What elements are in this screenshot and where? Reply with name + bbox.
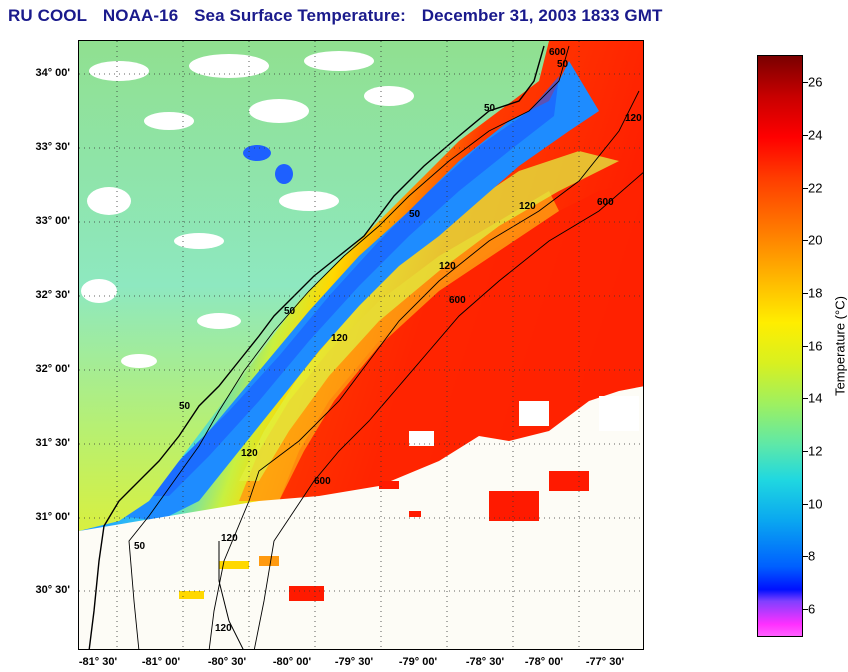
colorbar-tick: 14 bbox=[808, 390, 823, 406]
temperature-colorbar bbox=[757, 55, 803, 637]
colorbar-tick-mark bbox=[803, 135, 808, 136]
contour-label: 120 bbox=[221, 533, 238, 544]
colorbar-tick-mark bbox=[803, 240, 808, 241]
isobath-50 bbox=[128, 45, 570, 649]
colorbar-tick-mark bbox=[803, 451, 808, 452]
contour-label: 50 bbox=[557, 59, 569, 70]
lat-label: 30° 30' bbox=[35, 584, 70, 596]
contour-label: 50 bbox=[179, 401, 191, 412]
colorbar-tick: 26 bbox=[808, 74, 823, 90]
contour-label: 120 bbox=[215, 623, 232, 634]
colorbar-tick-mark bbox=[803, 346, 808, 347]
contour-label: 120 bbox=[331, 333, 348, 344]
contour-label: 600 bbox=[449, 295, 466, 306]
contour-label: 50 bbox=[134, 541, 146, 552]
colorbar-tick-mark bbox=[803, 504, 808, 505]
lon-label: -77° 30' bbox=[585, 656, 625, 668]
colorbar-tick-mark bbox=[803, 398, 808, 399]
gulf-cloud-patches bbox=[409, 396, 639, 446]
colorbar-tick-mark bbox=[803, 609, 808, 610]
warm-band bbox=[239, 191, 559, 501]
lon-label: -78° 30' bbox=[465, 656, 505, 668]
colorbar-tick: 24 bbox=[808, 127, 823, 143]
shelf-water-inner bbox=[139, 76, 559, 496]
contour-label: 50 bbox=[409, 209, 421, 220]
contour-label: 120 bbox=[519, 201, 536, 212]
graticule bbox=[79, 41, 643, 649]
sst-map-canvas: 50 50 50 50 50 120 120 120 120 120 600 6… bbox=[79, 41, 643, 649]
lon-label: -80° 30' bbox=[207, 656, 247, 668]
gulf-stream-area bbox=[279, 181, 643, 501]
title-org: RU COOL bbox=[8, 6, 88, 25]
contour-label: 120 bbox=[625, 113, 642, 124]
isobath-120 bbox=[208, 90, 640, 649]
colorbar-tick: 6 bbox=[808, 601, 816, 617]
title-date: December 31, 2003 1833 GMT bbox=[421, 6, 663, 25]
coastline bbox=[88, 45, 545, 649]
lat-label: 34° 00' bbox=[35, 67, 70, 79]
lon-label: -79° 00' bbox=[398, 656, 438, 668]
colorbar-tick-mark bbox=[803, 82, 808, 83]
lon-label: -81° 00' bbox=[141, 656, 181, 668]
colorbar-tick-mark bbox=[803, 556, 808, 557]
contour-label: 50 bbox=[484, 103, 496, 114]
lake bbox=[243, 145, 271, 161]
colorbar-tick: 20 bbox=[808, 232, 823, 248]
shelf-edge-band bbox=[239, 151, 619, 481]
sst-map[interactable]: 50 50 50 50 50 120 120 120 120 120 600 6… bbox=[78, 40, 644, 650]
lat-label: 32° 00' bbox=[35, 363, 70, 375]
colorbar-label: Temperature (°C) bbox=[832, 296, 848, 396]
isobath-600 bbox=[253, 172, 643, 649]
colorbar-tick: 16 bbox=[808, 338, 823, 354]
colorbar-tick-mark bbox=[803, 188, 808, 189]
lat-label: 32° 30' bbox=[35, 289, 70, 301]
title-satellite: NOAA-16 bbox=[102, 6, 179, 25]
colorbar-tick: 18 bbox=[808, 285, 823, 301]
contour-label: 600 bbox=[549, 47, 566, 58]
contour-label: 120 bbox=[241, 448, 258, 459]
lake bbox=[275, 164, 293, 184]
contour-label: 120 bbox=[439, 261, 456, 272]
contour-label: 50 bbox=[284, 306, 296, 317]
colorbar-tick: 8 bbox=[808, 548, 816, 564]
coastline-south bbox=[218, 541, 244, 649]
map-title: RU COOL NOAA-16 Sea Surface Temperature:… bbox=[8, 6, 674, 26]
lat-label: 33° 00' bbox=[35, 215, 70, 227]
colorbar-tick: 12 bbox=[808, 443, 823, 459]
warm-fragments bbox=[179, 471, 589, 601]
lon-label: -78° 00' bbox=[524, 656, 564, 668]
lat-label: 31° 30' bbox=[35, 437, 70, 449]
contour-label: 600 bbox=[597, 197, 614, 208]
colorbar-tick: 22 bbox=[808, 180, 823, 196]
lat-label: 31° 00' bbox=[35, 511, 70, 523]
lon-label: -79° 30' bbox=[334, 656, 374, 668]
lon-label: -80° 00' bbox=[272, 656, 312, 668]
colorbar-tick: 10 bbox=[808, 496, 823, 512]
lon-label: -81° 30' bbox=[78, 656, 118, 668]
colorbar-tick-mark bbox=[803, 293, 808, 294]
contour-label: 600 bbox=[314, 476, 331, 487]
title-product: Sea Surface Temperature: bbox=[194, 6, 406, 25]
lat-label: 33° 30' bbox=[35, 141, 70, 153]
